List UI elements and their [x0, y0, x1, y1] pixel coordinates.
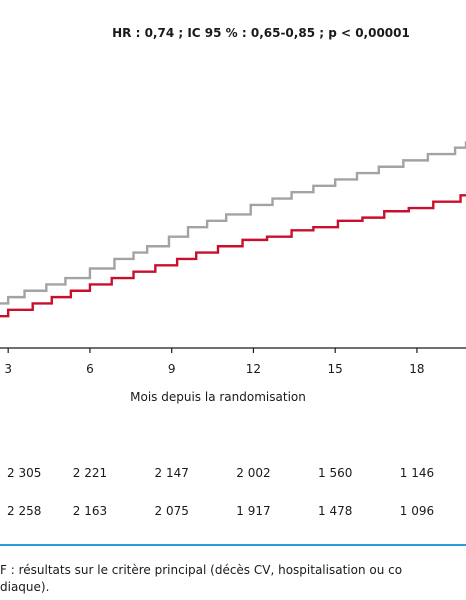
risk-count: 1 917	[236, 504, 271, 518]
figure-caption: F : résultats sur le critère principal (…	[0, 562, 466, 596]
risk-count: 2 258	[6, 504, 42, 518]
risk-count: 1 560	[318, 466, 353, 480]
x-axis-ticks: 3 6 9 12 15 18	[4, 348, 425, 376]
x-tick-label: 9	[168, 362, 176, 376]
risk-count: 2 002	[236, 466, 271, 480]
series-curve-2	[0, 194, 466, 318]
hazard-ratio-annotation: HR : 0,74 ; IC 95 % : 0,65-0,85 ; p < 0,…	[112, 26, 410, 40]
risk-count: 2 075	[154, 504, 189, 518]
risk-count: 1 478	[318, 504, 353, 518]
kaplan-meier-plot: 3 6 9 12 15 18 Mois depuis la randomisation	[0, 141, 466, 404]
x-tick-label: 3	[4, 362, 12, 376]
x-tick-label: 6	[86, 362, 94, 376]
risk-count: 2 305	[6, 466, 42, 480]
risk-count: 1 096	[399, 504, 435, 518]
x-tick-label: 15	[328, 362, 343, 376]
x-axis-title: Mois depuis la randomisation	[130, 390, 306, 404]
caption-divider	[0, 544, 466, 546]
curves	[0, 141, 466, 318]
x-tick-label: 18	[409, 362, 424, 376]
risk-count: 2 147	[154, 466, 189, 480]
risk-count: 2 163	[72, 504, 108, 518]
caption-line-2: diaque).	[0, 580, 50, 594]
risk-count: 2 221	[72, 466, 108, 480]
risk-count: 1 146	[399, 466, 435, 480]
caption-line-1: F : résultats sur le critère principal (…	[0, 563, 403, 577]
series-curve-1	[0, 141, 466, 305]
x-tick-label: 12	[246, 362, 261, 376]
